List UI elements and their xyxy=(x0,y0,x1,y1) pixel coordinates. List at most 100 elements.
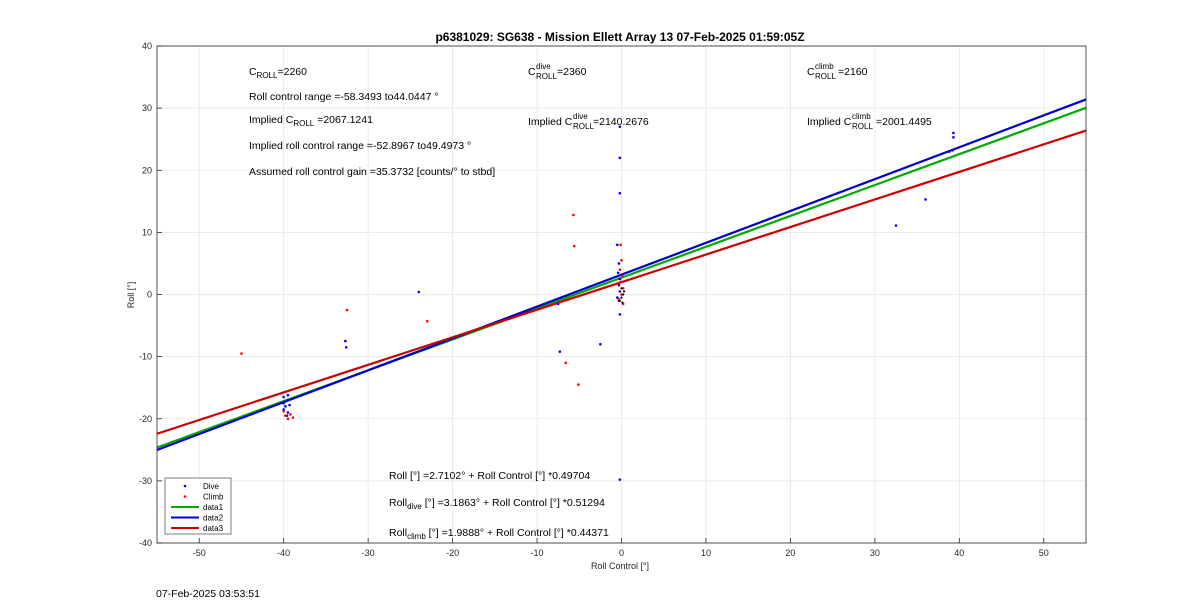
svg-text:=2160: =2160 xyxy=(838,66,868,78)
svg-text:climb: climb xyxy=(815,62,834,71)
svg-text:dive: dive xyxy=(536,62,551,71)
climb-point xyxy=(577,383,580,386)
svg-text:Implied C: Implied C xyxy=(528,116,573,128)
climb-point xyxy=(621,274,624,278)
legend-marker xyxy=(183,495,187,498)
dive-point xyxy=(947,150,951,153)
dive-point xyxy=(286,393,290,397)
climb-point xyxy=(619,280,622,284)
dive-point xyxy=(284,405,287,408)
svg-text:climb: climb xyxy=(852,112,871,121)
x-tick-label: -30 xyxy=(362,548,375,558)
y-tick-label: -10 xyxy=(139,352,152,362)
svg-text:C: C xyxy=(528,66,536,78)
dive-point xyxy=(282,408,285,411)
x-tick-label: 20 xyxy=(785,548,795,558)
annotation-implied-climb: Implied C climb ROLL =2001.4495 xyxy=(807,112,932,131)
y-tick-label: 0 xyxy=(147,290,152,300)
origin-point xyxy=(620,287,623,290)
footer-timestamp: 07-Feb-2025 03:53:51 xyxy=(156,588,260,600)
origin-point xyxy=(618,299,621,302)
dive-point xyxy=(344,346,348,349)
climb-point xyxy=(620,293,623,296)
dive-point xyxy=(556,302,560,306)
equation-climb: Rollclimb [°] =1.9888° + Roll Control [°… xyxy=(389,527,609,541)
x-tick-label: 10 xyxy=(701,548,711,558)
dive-point xyxy=(599,342,602,346)
dive-point xyxy=(924,198,927,201)
dive-point xyxy=(951,149,954,152)
legend-entry: data2 xyxy=(203,514,224,523)
y-axis-label: Roll [°] xyxy=(126,282,136,309)
climb-point xyxy=(621,286,625,290)
annotation-croll-dive: C dive ROLL =2360 xyxy=(528,62,587,81)
climb-point xyxy=(289,413,292,416)
annotation-croll: CROLL=2260 xyxy=(249,66,307,80)
svg-text:ROLL: ROLL xyxy=(573,122,594,131)
x-tick-label: 40 xyxy=(954,548,964,558)
climb-point xyxy=(564,361,568,365)
y-tick-label: 40 xyxy=(142,41,152,51)
origin-point xyxy=(621,301,624,304)
climb-point xyxy=(619,243,622,247)
svg-text:=2140.2676: =2140.2676 xyxy=(593,116,649,128)
climb-point xyxy=(345,308,349,312)
svg-text:dive: dive xyxy=(573,112,588,121)
legend-entry: data1 xyxy=(203,503,224,512)
dive-point xyxy=(615,296,619,299)
dive-point xyxy=(282,395,285,399)
svg-text:Implied C: Implied C xyxy=(807,116,852,128)
legend-entry: Climb xyxy=(203,493,224,502)
climb-point xyxy=(284,414,287,417)
y-tick-label: -30 xyxy=(139,476,152,486)
legend-entry: data3 xyxy=(203,524,224,533)
y-tick-label: -40 xyxy=(139,538,152,548)
dive-point xyxy=(617,262,621,265)
axis-ticks: -50 -40 -30 -20 -10 0 10 20 30 40 50 -40 -30 -20 -10 0 1… xyxy=(139,41,1049,558)
dive-point xyxy=(618,313,622,316)
equation-dive: Rolldive [°] =3.1863° + Roll Control [°]… xyxy=(389,497,605,511)
svg-text:ROLL: ROLL xyxy=(536,72,557,81)
dive-point xyxy=(618,478,622,481)
climb-point xyxy=(572,213,575,217)
x-tick-label: -50 xyxy=(193,548,206,558)
dive-point xyxy=(618,156,622,160)
annotation-implied-croll: Implied CROLL =2067.1241 xyxy=(249,114,373,128)
annotation-implied-dive: Implied C dive ROLL =2140.2676 xyxy=(528,112,649,131)
y-tick-label: 20 xyxy=(142,165,152,175)
legend-entry: Dive xyxy=(203,482,220,491)
climb-point xyxy=(282,409,285,413)
x-axis-label: Roll Control [°] xyxy=(591,561,649,571)
climb-point xyxy=(286,417,290,421)
climb-point xyxy=(240,352,243,355)
equation-all: Roll [°] =2.7102° + Roll Control [°] *0.… xyxy=(389,470,590,482)
dive-point xyxy=(558,350,562,353)
dive-point xyxy=(952,131,955,135)
origin-point xyxy=(622,293,625,296)
svg-text:C: C xyxy=(807,66,815,78)
dive-point xyxy=(616,271,620,275)
svg-text:ROLL: ROLL xyxy=(815,72,836,81)
dive-point xyxy=(282,401,285,405)
x-tick-label: 0 xyxy=(619,548,624,558)
dive-point xyxy=(618,191,622,195)
dive-point xyxy=(288,403,291,407)
x-tick-label: 50 xyxy=(1039,548,1049,558)
climb-point xyxy=(620,259,623,262)
svg-text:ROLL: ROLL xyxy=(852,122,873,131)
dive-point xyxy=(618,125,622,129)
svg-text:=2001.4495: =2001.4495 xyxy=(876,116,932,128)
origin-point xyxy=(622,290,626,293)
annotation-croll-climb: C climb ROLL =2160 xyxy=(807,62,868,81)
annotation-roll-range: Roll control range =-58.3493 to44.0447 ° xyxy=(249,91,439,103)
annotation-gain: Assumed roll control gain =35.3732 [coun… xyxy=(249,166,495,178)
climb-point xyxy=(572,244,576,248)
climb-point xyxy=(618,268,622,271)
x-tick-label: 30 xyxy=(870,548,880,558)
x-tick-label: -10 xyxy=(531,548,544,558)
plot-area xyxy=(156,98,1087,481)
dive-point xyxy=(417,290,421,294)
dive-point xyxy=(894,224,898,227)
